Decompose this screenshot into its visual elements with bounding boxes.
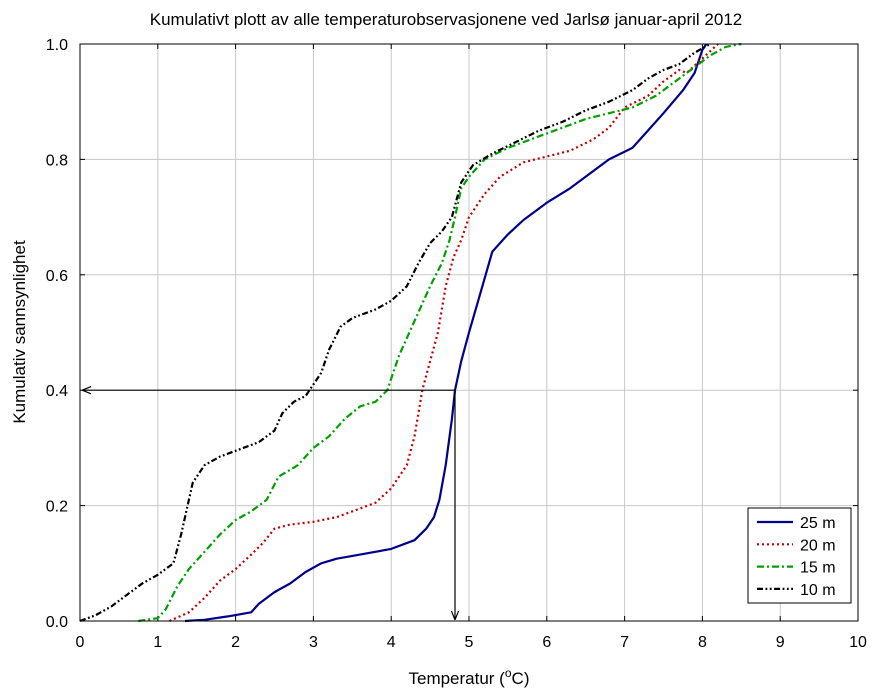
x-tick-label: 10 <box>849 634 867 651</box>
x-tick-label: 8 <box>698 634 707 651</box>
y-axis-ticks: 0.0 0.2 0.4 0.6 0.8 1.0 <box>46 37 858 631</box>
chart-title: Kumulativt plott av alle temperaturobser… <box>150 10 742 29</box>
y-tick-label: 0.4 <box>46 383 68 400</box>
x-tick-label: 4 <box>387 634 396 651</box>
y-tick-label: 0.0 <box>46 614 68 631</box>
x-tick-label: 5 <box>465 634 474 651</box>
y-axis-label: Kumulativ sannsynlighet <box>10 240 29 424</box>
series-line-10m <box>79 43 711 623</box>
legend-label: 20 m <box>800 537 836 554</box>
legend-box <box>747 507 852 604</box>
series-line-25m <box>184 43 708 623</box>
x-axis-label-main: Temperatur ( <box>408 669 505 688</box>
plot-area-frame <box>79 43 859 622</box>
x-tick-label: 7 <box>620 634 629 651</box>
x-axis-label-unit: C) <box>512 669 530 688</box>
series-line-20m <box>169 43 719 623</box>
x-axis-ticks: 0 1 2 3 4 5 6 7 8 9 10 <box>76 44 867 651</box>
y-tick-label: 0.6 <box>46 268 68 285</box>
legend: 25 m 20 m 15 m 10 m <box>747 507 852 604</box>
y-tick-label: 0.2 <box>46 499 68 516</box>
series-line-15m <box>138 42 742 623</box>
x-tick-label: 6 <box>542 634 551 651</box>
x-axis-label-superscript: o <box>505 666 512 680</box>
x-tick-label: 1 <box>153 634 162 651</box>
x-tick-label: 9 <box>776 634 785 651</box>
legend-label: 10 m <box>800 582 836 599</box>
y-tick-label: 1.0 <box>46 37 68 54</box>
x-tick-label: 2 <box>231 634 240 651</box>
legend-label: 15 m <box>800 560 836 577</box>
x-tick-label: 3 <box>309 634 318 651</box>
y-tick-label: 0.8 <box>46 152 68 169</box>
x-axis-label: Temperatur (oC) <box>408 666 529 688</box>
x-tick-label: 0 <box>76 634 85 651</box>
legend-label: 25 m <box>800 515 836 532</box>
series-layer <box>79 42 742 623</box>
annotation-layer <box>83 390 455 619</box>
